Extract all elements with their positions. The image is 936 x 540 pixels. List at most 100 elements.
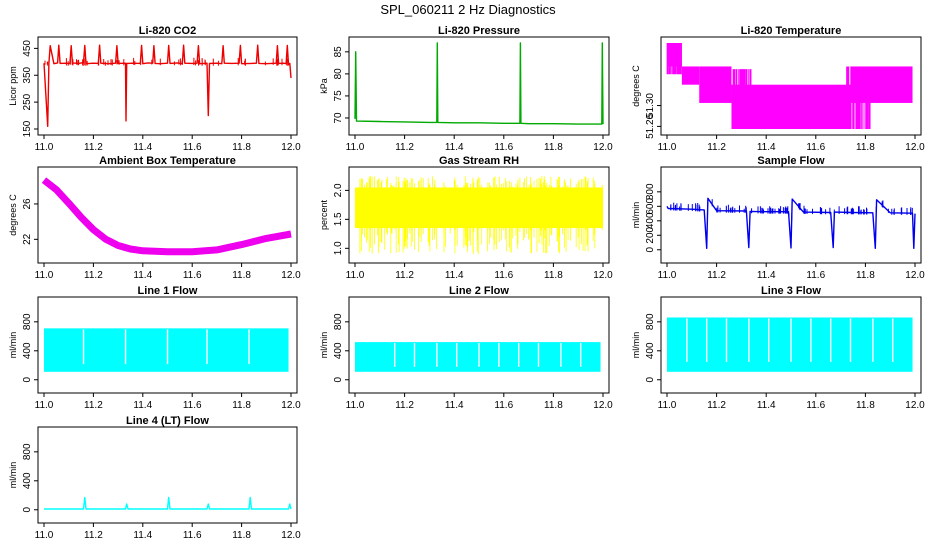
series-gap bbox=[478, 343, 480, 367]
x-tick-label: 12.0 bbox=[593, 270, 613, 281]
x-tick-label: 11.8 bbox=[856, 142, 875, 153]
y-axis-label: ml/min bbox=[631, 202, 641, 229]
x-tick-label: 11.2 bbox=[84, 142, 103, 153]
plot-frame bbox=[37, 166, 298, 264]
y-axis-label: degrees C bbox=[8, 194, 18, 236]
y-tick-label: 600 bbox=[645, 198, 656, 215]
x-tick-label: 11.4 bbox=[757, 142, 776, 153]
x-axis: 11.0 11.2 11.4 11.6 11.8 12.0 bbox=[35, 523, 301, 540]
x-tick-label: 11.8 bbox=[856, 270, 875, 281]
panel-4: Gas Stream RH 11.0 11.2 11.4 11.6 11.8 12.0 1.0… bbox=[319, 155, 613, 281]
y-tick-label: 26 bbox=[22, 198, 33, 210]
plot-frame bbox=[660, 36, 922, 136]
data-layer bbox=[41, 177, 292, 256]
x-tick-label: 11.2 bbox=[84, 400, 103, 411]
panel-8: Line 3 Flow 11.0 11.2 11.4 11.6 11.8 12.0 0 400 8… bbox=[631, 285, 925, 411]
x-tick-label: 11.6 bbox=[183, 530, 202, 540]
panel-title: Line 1 Flow bbox=[138, 285, 198, 297]
series-gap bbox=[413, 343, 416, 367]
x-tick-label: 11.0 bbox=[658, 270, 677, 281]
panel-3: Ambient Box Temperature 11.0 11.2 11.4 11.6 1… bbox=[8, 155, 301, 281]
y-tick-label: 0 bbox=[22, 507, 33, 513]
y-tick-label: 75 bbox=[333, 90, 344, 102]
y-axis-label: ml/min bbox=[631, 332, 641, 359]
y-tick-label: 350 bbox=[22, 66, 33, 83]
series-band-Line 1 bbox=[44, 328, 289, 372]
data-layer bbox=[354, 42, 604, 125]
plot-frame bbox=[660, 296, 922, 394]
x-tick-label: 11.4 bbox=[445, 142, 464, 153]
y-axis-label: Licor ppm bbox=[8, 66, 18, 106]
x-tick-label: 12.0 bbox=[281, 142, 301, 153]
x-tick-label: 11.4 bbox=[133, 400, 152, 411]
panel-5: Sample Flow 11.0 11.2 11.4 11.6 11.8 12.0 0 2004… bbox=[631, 155, 925, 281]
series-gap bbox=[393, 343, 396, 367]
series-gap bbox=[579, 343, 582, 367]
x-tick-label: 11.6 bbox=[183, 400, 202, 411]
panel-title: Ambient Box Temperature bbox=[99, 155, 236, 167]
x-axis: 11.0 11.2 11.4 11.6 11.8 12.0 bbox=[35, 393, 301, 411]
series-gap bbox=[790, 318, 792, 362]
data-layer bbox=[355, 342, 601, 372]
x-tick-label: 11.6 bbox=[806, 142, 825, 153]
y-tick-label: 800 bbox=[645, 313, 656, 330]
y-tick-label: 1.5 bbox=[333, 212, 344, 226]
y-tick-label: 0 bbox=[333, 377, 344, 383]
x-tick-label: 11.0 bbox=[658, 142, 677, 153]
y-axis-label: ml/min bbox=[8, 462, 18, 489]
data-layer bbox=[666, 197, 916, 250]
panel-6: Line 1 Flow 11.0 11.2 11.4 11.6 11.8 12.0 0 400 8… bbox=[8, 285, 301, 411]
data-layer bbox=[43, 44, 292, 128]
y-tick-label: 2.0 bbox=[333, 183, 344, 197]
plot-frame bbox=[37, 426, 298, 524]
panel-0: Li-820 CO2 11.0 11.2 11.4 11.6 11.8 12.0 150 250… bbox=[8, 25, 301, 153]
y-tick-label: 150 bbox=[22, 120, 33, 137]
x-tick-label: 11.4 bbox=[445, 400, 464, 411]
temperature-transitions bbox=[666, 43, 871, 129]
series-gap bbox=[248, 329, 250, 365]
x-tick-label: 11.0 bbox=[346, 400, 365, 411]
series-band-level_51.31 bbox=[850, 66, 913, 103]
y-axis-label: ml/min bbox=[319, 332, 329, 359]
y-axis-label: kPa bbox=[319, 78, 329, 94]
x-tick-label: 12.0 bbox=[281, 400, 301, 411]
plot-frame bbox=[348, 36, 610, 136]
series-gap bbox=[517, 343, 520, 367]
y-tick-label: 70 bbox=[333, 112, 344, 124]
panel-title: Gas Stream RH bbox=[439, 155, 519, 167]
plot-frame bbox=[348, 296, 610, 394]
x-tick-label: 11.2 bbox=[395, 142, 414, 153]
y-tick-label: 1.0 bbox=[333, 241, 344, 255]
series-band-Line 3 bbox=[667, 317, 913, 372]
panel-title: Li-820 Temperature bbox=[741, 25, 842, 37]
series-line-CO2 bbox=[43, 44, 292, 128]
panel-7: Line 2 Flow 11.0 11.2 11.4 11.6 11.8 12.0 0 400 8… bbox=[319, 285, 613, 411]
sample-flow-noise bbox=[670, 199, 913, 223]
series-gap bbox=[891, 318, 894, 362]
x-tick-label: 12.0 bbox=[905, 142, 925, 153]
series-gap bbox=[725, 318, 728, 362]
x-tick-label: 11.6 bbox=[183, 142, 202, 153]
y-tick-label: 400 bbox=[333, 342, 344, 359]
x-tick-label: 11.6 bbox=[494, 142, 513, 153]
y-axis: 0 400 800 bbox=[22, 313, 38, 383]
co2-noise bbox=[44, 57, 289, 66]
series-gap bbox=[166, 329, 169, 365]
series-gap bbox=[849, 318, 852, 362]
y-tick-label: 400 bbox=[22, 472, 33, 489]
series-line-Line 4 bbox=[44, 496, 292, 510]
x-tick-label: 11.8 bbox=[544, 142, 563, 153]
y-tick-label: 0 bbox=[645, 377, 656, 383]
series-gap bbox=[767, 318, 770, 362]
series-gap bbox=[560, 343, 562, 367]
x-tick-label: 11.8 bbox=[232, 530, 251, 540]
y-tick-label: 80 bbox=[333, 68, 344, 80]
y-axis: 0 400 800 bbox=[333, 313, 349, 383]
series-gap bbox=[810, 318, 812, 362]
x-tick-label: 11.6 bbox=[806, 400, 825, 411]
x-axis: 11.0 11.2 11.4 11.6 11.8 12.0 bbox=[35, 263, 301, 281]
plot-frame bbox=[660, 166, 922, 264]
x-tick-label: 11.0 bbox=[35, 400, 54, 411]
